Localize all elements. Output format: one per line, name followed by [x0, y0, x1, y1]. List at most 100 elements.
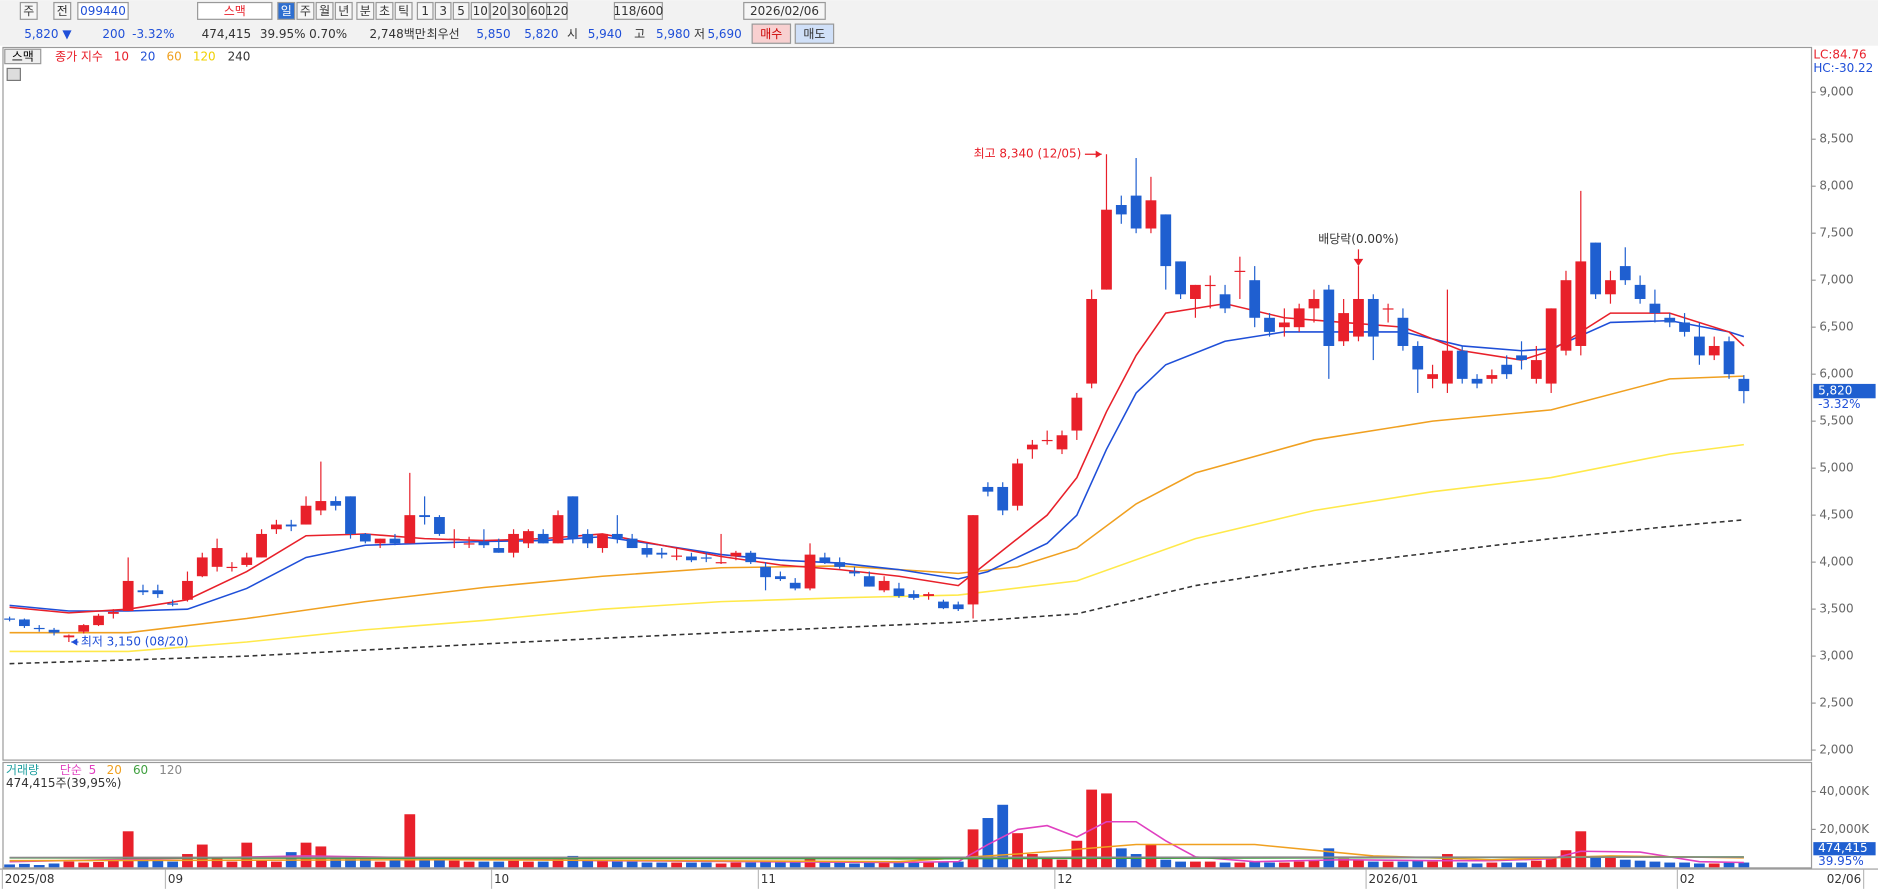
volume-bar: [19, 863, 30, 868]
toolbar-button[interactable]: [434, 1, 452, 20]
settings-icon[interactable]: [6, 67, 21, 81]
toolbar-button[interactable]: [277, 1, 296, 20]
toolbar-label[interactable]: 분: [360, 4, 371, 18]
order-label[interactable]: 매도: [803, 27, 825, 41]
toolbar-button[interactable]: [375, 1, 394, 20]
toolbar-button[interactable]: [356, 1, 375, 20]
toolbar-label[interactable]: 스맥: [224, 4, 246, 18]
candle-body: [967, 515, 979, 605]
order-label[interactable]: 매수: [760, 27, 782, 41]
volume-bar: [1190, 861, 1201, 868]
candle-body: [656, 552, 668, 555]
candle-body: [300, 505, 312, 525]
toolbar-button[interactable]: [394, 1, 413, 20]
candle-body: [1501, 364, 1513, 375]
toolbar-button[interactable]: [470, 1, 490, 20]
toolbar-label[interactable]: 1: [421, 4, 429, 18]
toolbar-label[interactable]: 주: [300, 4, 311, 18]
candle-body: [1130, 195, 1142, 229]
candle-body: [167, 603, 179, 605]
volume-title: 거래량: [6, 763, 39, 777]
toolbar-label[interactable]: 099440: [80, 4, 126, 18]
volume-bar: [1249, 861, 1261, 868]
volume-bar: [656, 862, 668, 868]
x-tick-label: 02/06: [1827, 872, 1862, 886]
candle-body: [552, 515, 564, 544]
toolbar-label[interactable]: 월: [319, 4, 330, 18]
toolbar-button[interactable]: [546, 1, 568, 20]
volume-bar: [1367, 861, 1379, 868]
candle-body: [33, 627, 45, 630]
toolbar-button[interactable]: [53, 1, 72, 20]
toolbar-button[interactable]: [509, 1, 529, 20]
toolbar-label[interactable]: 120: [546, 4, 569, 18]
volume-bar: [1693, 863, 1705, 868]
toolbar-button[interactable]: [19, 1, 38, 20]
volume-bar: [463, 861, 475, 868]
order-button[interactable]: [794, 23, 835, 44]
volume-bar: [493, 861, 505, 868]
candle-body: [834, 562, 846, 567]
quote-value: 474,415: [202, 27, 252, 41]
toolbar-button[interactable]: [613, 1, 663, 20]
toolbar-button[interactable]: [416, 1, 434, 20]
toolbar-button[interactable]: [334, 1, 353, 20]
toolbar-label[interactable]: 2026/02/06: [750, 4, 819, 18]
volume-bar: [1708, 863, 1720, 868]
toolbar-label[interactable]: 틱: [398, 4, 409, 18]
toolbar-label[interactable]: 초: [379, 4, 390, 18]
toolbar-button[interactable]: [296, 1, 315, 20]
candle-body: [419, 515, 431, 518]
toolbar-label[interactable]: 3: [439, 4, 447, 18]
toolbar-button[interactable]: [743, 1, 826, 20]
toolbar-label[interactable]: 일: [281, 4, 292, 18]
volume-bar: [789, 862, 801, 868]
candle-body: [241, 557, 253, 565]
volume-bar: [1412, 860, 1424, 868]
candle-body: [1590, 242, 1602, 295]
volume-bar: [537, 861, 549, 868]
candle-body: [597, 533, 608, 549]
volume-bar: [1145, 844, 1157, 868]
candle-body: [4, 618, 15, 620]
candle-body: [1605, 280, 1616, 295]
toolbar-label[interactable]: 5: [457, 4, 465, 18]
toolbar-button[interactable]: [489, 1, 510, 20]
volume-bar: [4, 864, 15, 868]
quote-value: 2,748백만: [369, 27, 425, 41]
toolbar-label[interactable]: 30: [511, 4, 526, 18]
volume-summary: 474,415주(39,95%): [6, 776, 121, 790]
volume-bar: [389, 859, 401, 868]
toolbar-button[interactable]: [315, 1, 334, 20]
volume-bar: [923, 862, 934, 868]
quote-value: 5,820 ▼: [24, 27, 72, 41]
toolbar-label[interactable]: 주: [23, 4, 34, 18]
volume-bar: [374, 861, 386, 868]
legend-entry: 120: [193, 50, 216, 64]
volume-bar: [196, 844, 208, 868]
order-button[interactable]: [751, 23, 792, 44]
toolbar-label[interactable]: 60: [530, 4, 545, 18]
volume-bar: [1026, 854, 1038, 868]
volume-bar: [137, 859, 149, 868]
candle-body: [256, 533, 267, 558]
volume-bar: [819, 862, 831, 868]
toolbar-button[interactable]: [197, 1, 273, 20]
volume-bar: [1679, 862, 1690, 868]
volume-bar: [552, 858, 564, 868]
toolbar-button[interactable]: [452, 1, 470, 20]
volume-bar: [167, 861, 179, 868]
toolbar-button[interactable]: [77, 1, 129, 20]
candle-body: [137, 590, 149, 593]
toolbar-label[interactable]: 118/600: [614, 4, 664, 18]
volume-bar: [1619, 859, 1631, 868]
candle-body: [1219, 294, 1231, 309]
volume-bar: [1634, 860, 1646, 868]
candle-body: [1530, 360, 1542, 379]
toolbar-label[interactable]: 10: [473, 4, 488, 18]
candle-body: [819, 557, 831, 563]
toolbar-label[interactable]: 전: [57, 4, 68, 18]
annotation-arrowhead: [1353, 258, 1364, 267]
toolbar-label[interactable]: 20: [492, 4, 507, 18]
toolbar-label[interactable]: 년: [338, 4, 349, 18]
